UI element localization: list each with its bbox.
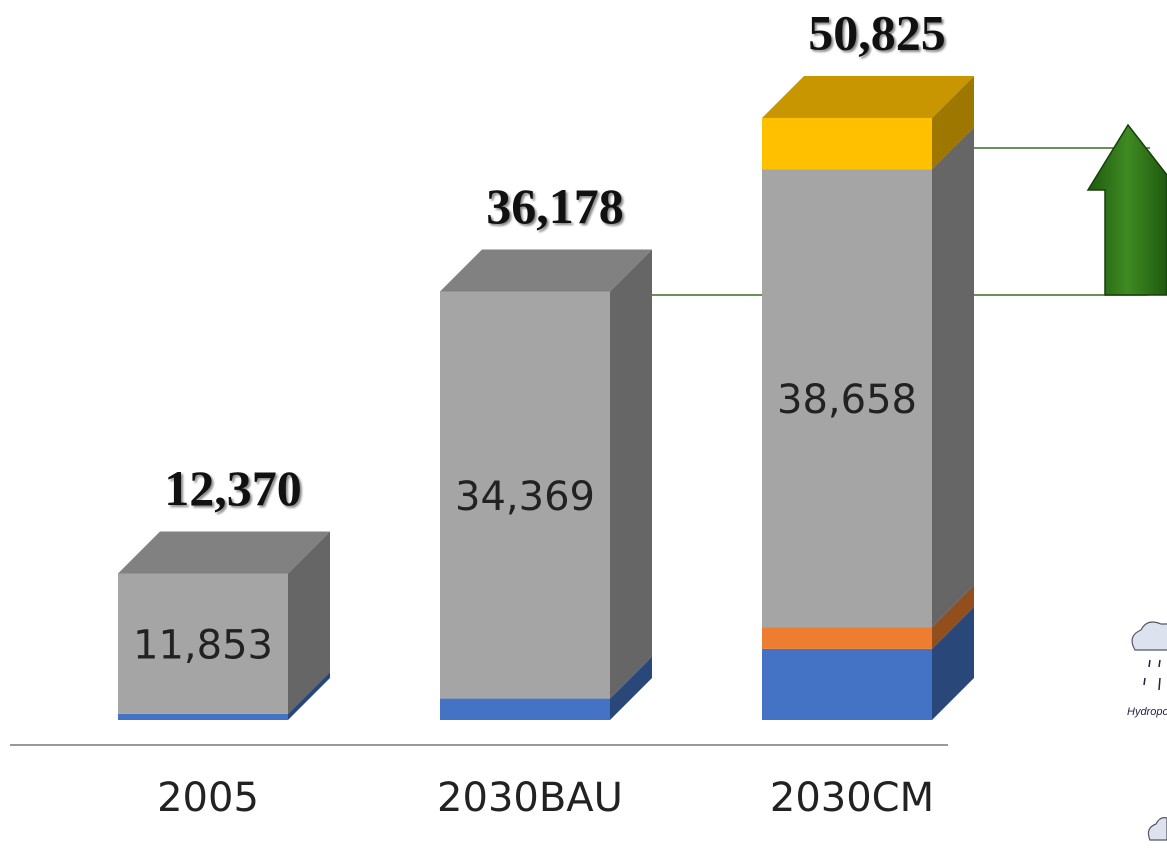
bar-segment (118, 573, 288, 714)
bar-segment (762, 169, 932, 628)
x-tick-label: 2005 (157, 775, 259, 821)
increase-arrow (1086, 123, 1167, 296)
cloud-icon (1131, 621, 1167, 691)
x-tick-label: 2030CM (770, 775, 934, 821)
bar-side (932, 585, 974, 649)
bar-side (932, 76, 974, 170)
x-tick-label: 2030BAU (437, 775, 623, 821)
total-label: 50,825 (808, 4, 946, 60)
segment-label: 34,369 (455, 474, 595, 520)
bar-segment (440, 698, 610, 720)
bar-segment (762, 118, 932, 170)
bar-top (118, 531, 330, 574)
cloud-icon (1147, 817, 1167, 841)
total-label: 36,178 (486, 178, 624, 234)
bar-side (610, 656, 652, 720)
segment-label: 38,658 (777, 377, 917, 423)
bar-side (288, 531, 330, 714)
total-label: 12,370 (164, 460, 302, 516)
bar-side (932, 606, 974, 720)
bar-side (932, 127, 974, 628)
bar-segment (440, 291, 610, 699)
bar-top (440, 249, 652, 292)
bar-segment (762, 648, 932, 720)
bar-side (610, 249, 652, 699)
side-text: Hydropowe (1127, 706, 1167, 718)
bar-top (762, 76, 974, 118)
bar-segment (762, 627, 932, 649)
bar-segment (118, 713, 288, 720)
segment-label: 11,853 (133, 623, 273, 669)
bar-side (288, 671, 330, 720)
